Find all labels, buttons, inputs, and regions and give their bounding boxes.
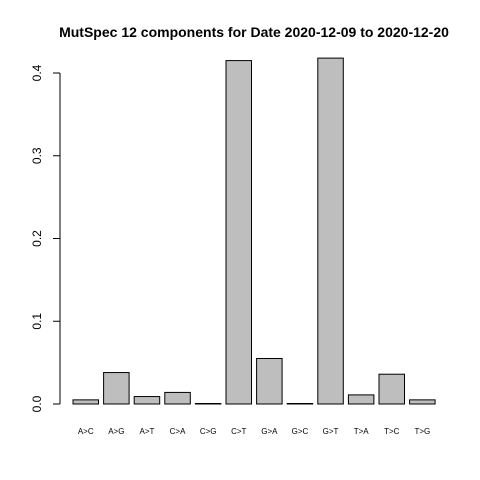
bar-9 (347, 394, 375, 405)
x-tick-label: A>C (78, 427, 94, 436)
y-tick-label: 0.4 (30, 64, 44, 81)
bar-10 (378, 373, 405, 405)
y-tick-label: 0.2 (30, 230, 44, 247)
y-tick-label: 0.1 (30, 313, 44, 330)
y-axis: 0.0 0.1 0.2 0.3 0.4 (30, 64, 61, 412)
bar-1 (103, 372, 130, 405)
bar-5 (225, 60, 252, 405)
x-tick-label: T>C (384, 427, 400, 436)
bar-4 (194, 403, 222, 405)
bar-11 (409, 399, 436, 405)
x-tick-label: G>A (261, 427, 278, 436)
y-tick-label: 0.3 (30, 147, 44, 164)
x-tick-label: C>T (231, 427, 246, 436)
bar-6 (256, 357, 283, 405)
x-tick-label: A>G (108, 427, 124, 436)
x-axis-labels: A>C A>G A>T C>A C>G C>T G>A G>C G>T T>A T>C T>G (78, 427, 430, 436)
x-tick-label: T>A (354, 427, 370, 436)
x-tick-label: G>C (292, 427, 309, 436)
bar-8 (317, 57, 344, 405)
y-tick-label: 0.0 (30, 395, 44, 412)
x-tick-label: G>T (323, 427, 339, 436)
x-tick-label: A>T (139, 427, 154, 436)
bars (72, 57, 436, 405)
x-tick-label: T>G (414, 427, 430, 436)
bar-3 (164, 391, 191, 405)
x-tick-label: C>G (200, 427, 217, 436)
chart-title: MutSpec 12 components for Date 2020-12-0… (59, 24, 449, 40)
bar-0 (72, 399, 99, 405)
x-tick-label: C>A (170, 427, 186, 436)
bar-7 (286, 403, 314, 405)
bar-2 (133, 396, 161, 405)
